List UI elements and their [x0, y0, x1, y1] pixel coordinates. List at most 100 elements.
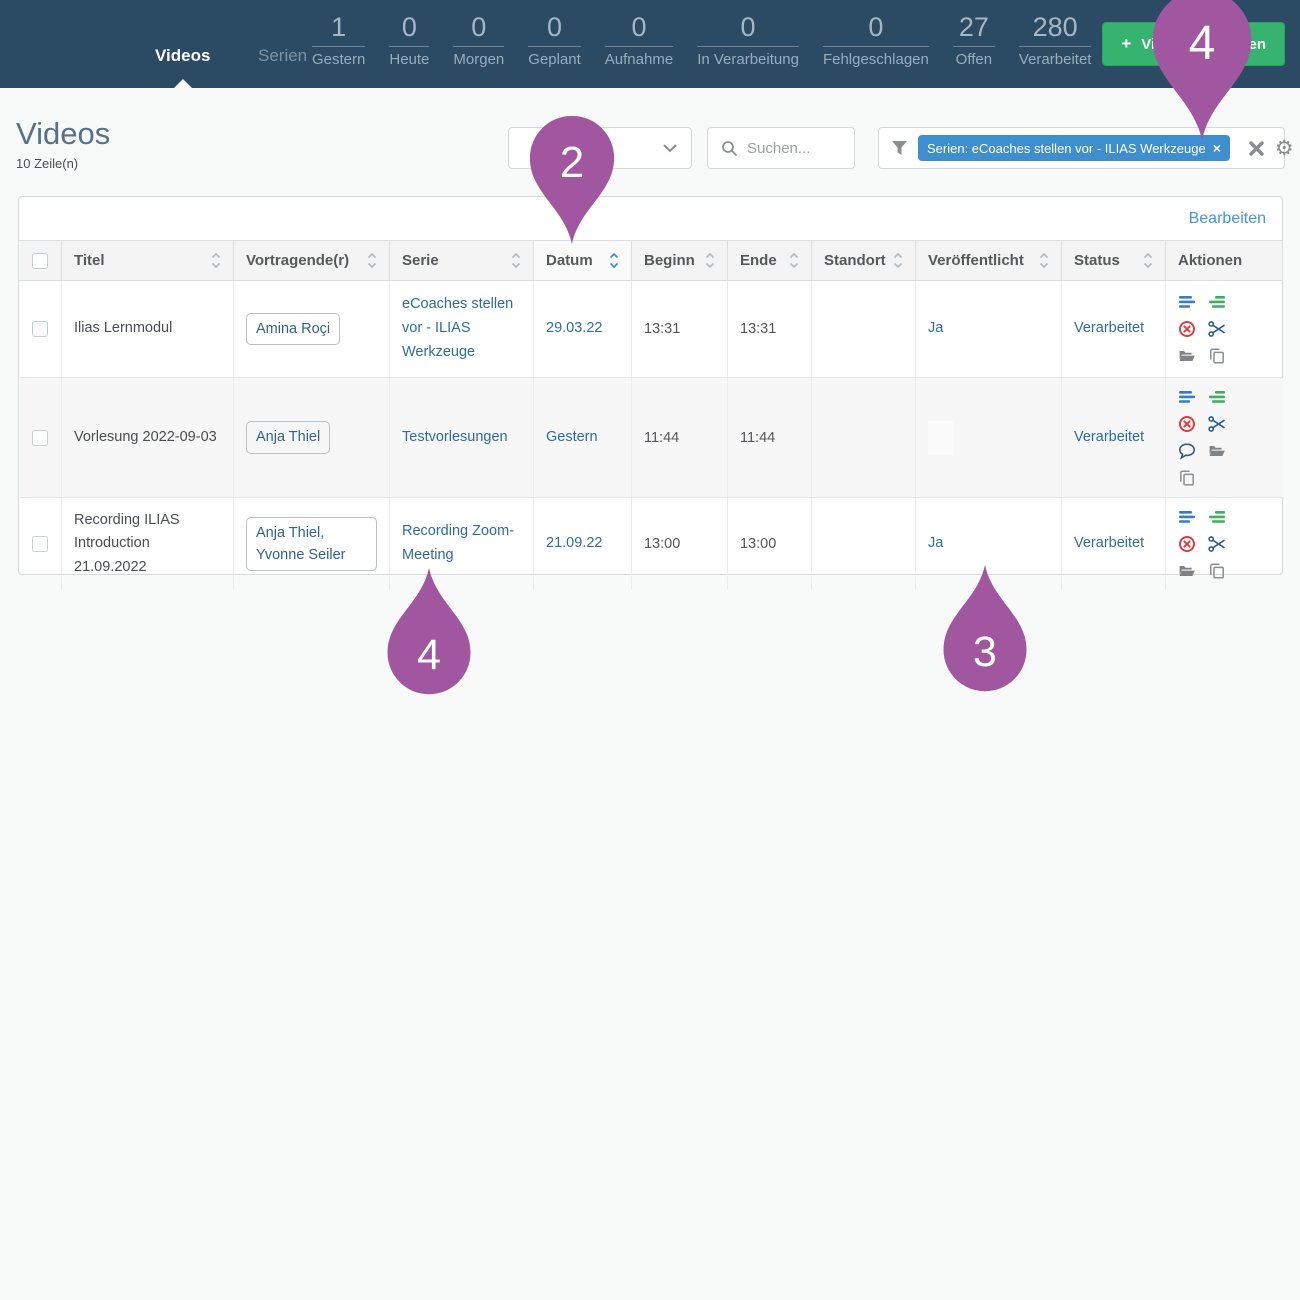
sort-icon[interactable] [1143, 252, 1153, 269]
stat-value: 0 [868, 12, 884, 42]
column-label: Ende [740, 252, 777, 269]
series-link[interactable]: Testvorlesungen [402, 428, 508, 445]
stat-morgen[interactable]: 0 Morgen [453, 10, 505, 68]
column-label: Serie [402, 252, 439, 269]
sort-icon-active[interactable] [609, 252, 619, 269]
column-label: Veröffentlicht [928, 252, 1024, 269]
column-header-status[interactable]: Status [1074, 252, 1153, 269]
column-header-serie[interactable]: Serie [402, 252, 521, 269]
stat-fehlgeschlagen[interactable]: 0 Fehlgeschlagen [822, 10, 929, 68]
clear-filters-icon[interactable] [1248, 140, 1265, 157]
row-checkbox[interactable] [31, 536, 48, 552]
stat-in-verarbeitung[interactable]: 0 In Verarbeitung [697, 10, 799, 68]
stat-divider [528, 46, 581, 47]
publications-icon[interactable] [1208, 508, 1226, 526]
date-link[interactable]: 21.09.22 [546, 535, 603, 552]
sort-icon[interactable] [1039, 252, 1049, 269]
video-title: Vorlesung 2022-09-03 [74, 428, 217, 445]
series-link[interactable]: eCoaches stellen vor - ILIAS Werkzeuge [402, 296, 514, 360]
copy-icon[interactable] [1178, 469, 1196, 487]
stat-divider [822, 46, 929, 47]
stat-offen[interactable]: 27 Offen [952, 10, 995, 68]
status-counters: 1 Gestern 0 Heute 0 Morgen 0 Geplant 0 [312, 10, 1092, 68]
folder-open-icon[interactable] [1178, 347, 1196, 365]
gear-icon[interactable]: ⚙ [1274, 136, 1294, 160]
table-toolbar: Bearbeiten [19, 197, 1282, 240]
copy-icon[interactable] [1208, 347, 1226, 365]
column-header-ende[interactable]: Ende [740, 252, 799, 269]
tab-videos[interactable]: Videos [155, 0, 210, 88]
column-header-vortragende[interactable]: Vortragende(r) [246, 252, 377, 269]
stat-value: 0 [740, 12, 756, 42]
sort-icon[interactable] [893, 252, 903, 269]
status-value[interactable]: Verarbeitet [1074, 535, 1145, 552]
filter-chip-series[interactable]: Serien: eCoaches stellen vor - ILIAS Wer… [918, 135, 1230, 161]
search-box [707, 127, 855, 169]
table-header-row: Titel Vortragende(r) Serie Datum Beginn [19, 240, 1283, 281]
stat-verarbeitet[interactable]: 280 Verarbeitet [1018, 10, 1092, 68]
videos-table-card: Bearbeiten Titel Vortragende(r) Ser [18, 196, 1283, 590]
stat-label: Gestern [312, 51, 366, 68]
metadata-icon[interactable] [1178, 388, 1196, 406]
edit-link[interactable]: Bearbeiten [1188, 209, 1266, 227]
stat-value: 0 [631, 12, 647, 42]
column-label: Status [1074, 252, 1120, 269]
cut-icon[interactable] [1208, 320, 1226, 338]
search-input[interactable] [747, 139, 847, 157]
sort-icon[interactable] [367, 252, 377, 269]
sort-icon[interactable] [511, 252, 521, 269]
video-title: Ilias Lernmodul [74, 320, 173, 337]
page-size-select[interactable] [508, 127, 692, 169]
presenter-pill[interactable]: Anja Thiel, Yvonne Seiler [246, 516, 377, 572]
stat-divider [1018, 46, 1092, 47]
column-header-datum[interactable]: Datum [546, 252, 619, 269]
row-actions [1178, 508, 1244, 580]
stat-geplant[interactable]: 0 Geplant [528, 10, 581, 68]
add-video-button[interactable]: + Video hinzufügen [1102, 22, 1285, 66]
folder-open-icon[interactable] [1178, 562, 1196, 580]
sort-icon[interactable] [789, 252, 799, 269]
stat-label: Aufnahme [604, 51, 674, 68]
delete-icon[interactable] [1178, 415, 1196, 433]
presenter-pill[interactable]: Anja Thiel [246, 421, 331, 454]
column-header-titel[interactable]: Titel [74, 252, 221, 269]
column-header-standort[interactable]: Standort [824, 252, 903, 269]
presenter-pill[interactable]: Amina Roçi [246, 312, 341, 346]
search-icon [722, 140, 737, 156]
stat-divider [952, 46, 995, 47]
published-value[interactable]: Ja [928, 320, 944, 337]
tab-serien[interactable]: Serien [258, 0, 307, 88]
row-checkbox[interactable] [31, 429, 48, 446]
stat-gestern[interactable]: 1 Gestern [312, 10, 366, 68]
published-value[interactable]: Ja [928, 535, 944, 552]
delete-icon[interactable] [1178, 535, 1196, 553]
column-header-veroeffentlicht[interactable]: Veröffentlicht [928, 252, 1049, 269]
copy-icon[interactable] [1208, 562, 1226, 580]
metadata-icon[interactable] [1178, 508, 1196, 526]
chip-remove-icon[interactable]: × [1212, 140, 1221, 156]
annotation-number: 4 [417, 631, 441, 680]
table-row: Recording ILIAS Introduction 21.09.2022 … [19, 497, 1283, 590]
row-checkbox[interactable] [31, 321, 48, 337]
column-header-beginn[interactable]: Beginn [644, 252, 715, 269]
metadata-icon[interactable] [1178, 293, 1196, 311]
sort-icon[interactable] [705, 252, 715, 269]
comments-icon[interactable] [1178, 442, 1196, 460]
series-link[interactable]: Recording Zoom-Meeting [402, 523, 515, 563]
status-value[interactable]: Verarbeitet [1074, 428, 1145, 445]
stat-aufnahme[interactable]: 0 Aufnahme [604, 10, 674, 68]
cut-icon[interactable] [1208, 535, 1226, 553]
folder-open-icon[interactable] [1208, 442, 1226, 460]
select-all-checkbox[interactable] [32, 252, 48, 269]
end-time: 13:00 [740, 536, 777, 552]
stat-heute[interactable]: 0 Heute [389, 10, 430, 68]
cut-icon[interactable] [1208, 415, 1226, 433]
status-value[interactable]: Verarbeitet [1074, 320, 1145, 337]
publications-icon[interactable] [1208, 293, 1226, 311]
publications-icon[interactable] [1208, 388, 1226, 406]
sort-icon[interactable] [211, 252, 221, 269]
delete-icon[interactable] [1178, 320, 1196, 338]
date-link[interactable]: Gestern [546, 428, 598, 445]
date-link[interactable]: 29.03.22 [546, 320, 603, 337]
filter-chip-label: Serien: eCoaches stellen vor - ILIAS Wer… [927, 140, 1206, 156]
